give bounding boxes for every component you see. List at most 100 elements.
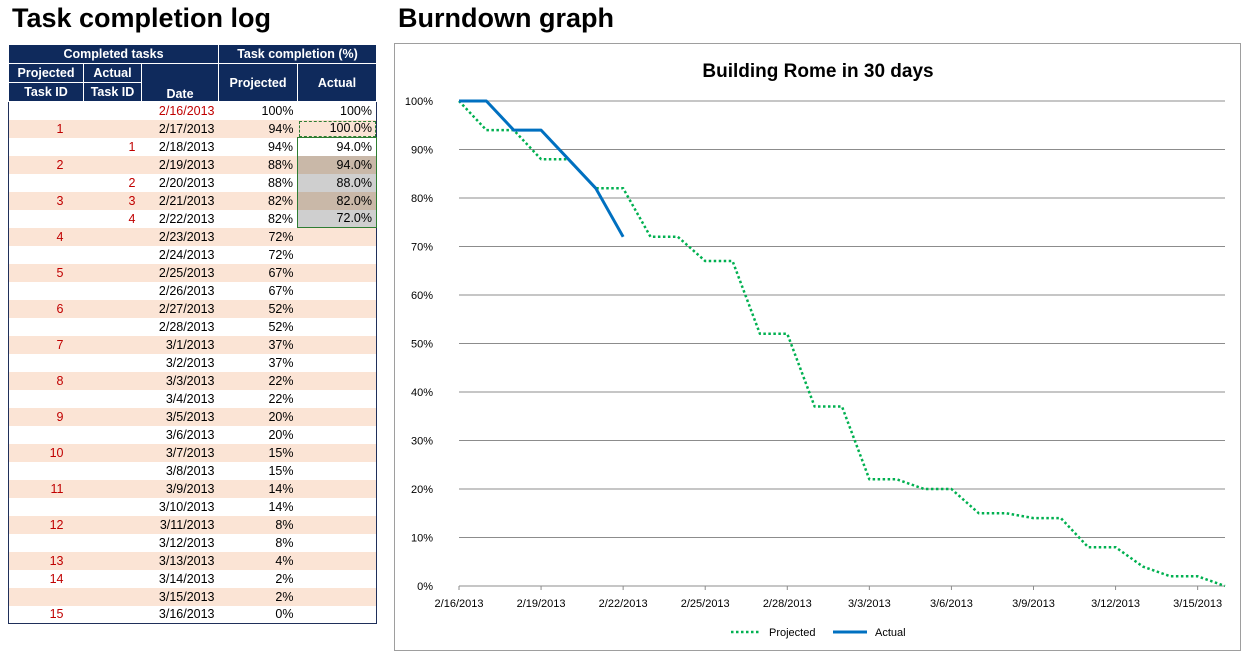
cell-actual-pct[interactable]: 88.0% bbox=[297, 173, 377, 192]
cell-actual-task-id[interactable] bbox=[84, 318, 142, 336]
cell-date[interactable]: 3/2/2013 bbox=[165, 355, 215, 370]
cell-projected-task-id[interactable] bbox=[9, 426, 84, 444]
cell-actual-task-id[interactable] bbox=[84, 282, 142, 300]
cell-actual-pct[interactable]: 82.0% bbox=[297, 191, 377, 210]
cell-actual-pct[interactable] bbox=[297, 371, 377, 390]
burndown-chart[interactable]: Building Rome in 30 days 0% 10% 20% 30% 40% 50… bbox=[394, 43, 1241, 651]
cell-actual-task-id[interactable] bbox=[83, 443, 142, 462]
cell-projected-task-id[interactable]: 5 bbox=[8, 263, 84, 282]
cell-actual-pct[interactable] bbox=[297, 335, 377, 354]
cell-projected-pct[interactable]: 8% bbox=[218, 515, 298, 534]
cell-projected-task-id[interactable]: 9 bbox=[8, 407, 84, 426]
cell-date[interactable]: 3/5/2013 bbox=[141, 407, 219, 426]
cell-actual-pct[interactable] bbox=[298, 390, 377, 408]
cell-projected-pct[interactable]: 14% bbox=[268, 499, 294, 514]
cell-actual-task-id[interactable] bbox=[83, 551, 142, 570]
cell-projected-pct[interactable]: 94% bbox=[218, 119, 298, 138]
cell-date[interactable]: 2/21/2013 bbox=[141, 191, 219, 210]
cell-date[interactable]: 2/26/2013 bbox=[158, 283, 215, 298]
header-projected-pct[interactable]: Projected bbox=[218, 63, 298, 102]
cell-date[interactable]: 2/22/2013 bbox=[158, 211, 215, 226]
cell-projected-pct[interactable]: 2% bbox=[218, 587, 298, 606]
cell-actual-pct[interactable]: 100% bbox=[340, 103, 372, 118]
cell-projected-task-id[interactable]: 15 bbox=[49, 607, 64, 622]
cell-projected-pct[interactable]: 4% bbox=[218, 551, 298, 570]
cell-projected-task-id[interactable]: 11 bbox=[8, 479, 84, 498]
cell-projected-pct[interactable]: 67% bbox=[268, 283, 294, 298]
cell-projected-pct[interactable]: 22% bbox=[218, 371, 298, 390]
cell-actual-pct[interactable] bbox=[297, 587, 377, 606]
cell-date[interactable]: 3/6/2013 bbox=[165, 427, 215, 442]
cell-date[interactable]: 2/25/2013 bbox=[141, 263, 219, 282]
cell-projected-pct[interactable]: 2% bbox=[275, 571, 294, 586]
cell-projected-pct[interactable]: 72% bbox=[268, 247, 294, 262]
cell-actual-pct[interactable] bbox=[298, 318, 377, 336]
cell-projected-task-id[interactable]: 1 bbox=[8, 119, 84, 138]
cell-actual-task-id[interactable] bbox=[83, 479, 142, 498]
cell-actual-pct[interactable] bbox=[297, 443, 377, 462]
cell-projected-pct[interactable]: 37% bbox=[218, 335, 298, 354]
cell-actual-pct[interactable]: 72.0% bbox=[297, 209, 377, 228]
cell-actual-pct[interactable] bbox=[297, 263, 377, 282]
cell-date[interactable]: 3/4/2013 bbox=[165, 391, 215, 406]
cell-date[interactable]: 3/16/2013 bbox=[158, 607, 215, 622]
cell-projected-pct[interactable]: 8% bbox=[275, 535, 294, 550]
cell-actual-task-id[interactable] bbox=[83, 587, 142, 606]
cell-projected-task-id[interactable] bbox=[9, 210, 84, 228]
header-completed-tasks[interactable]: Completed tasks bbox=[8, 44, 219, 64]
cell-projected-pct[interactable]: 82% bbox=[218, 191, 298, 210]
cell-date[interactable]: 3/8/2013 bbox=[165, 463, 215, 478]
cell-actual-task-id[interactable]: 4 bbox=[128, 211, 136, 226]
cell-date[interactable]: 3/1/2013 bbox=[141, 335, 219, 354]
cell-actual-task-id[interactable]: 3 bbox=[83, 191, 142, 210]
cell-date[interactable]: 2/16/2013 bbox=[158, 103, 215, 118]
header-task-completion[interactable]: Task completion (%) bbox=[218, 44, 377, 64]
cell-projected-pct[interactable]: 20% bbox=[218, 407, 298, 426]
cell-actual-task-id[interactable] bbox=[83, 407, 142, 426]
cell-actual-task-id[interactable] bbox=[84, 246, 142, 264]
cell-projected-task-id[interactable]: 13 bbox=[8, 551, 84, 570]
cell-actual-pct[interactable] bbox=[297, 227, 377, 246]
cell-actual-pct[interactable] bbox=[298, 426, 377, 444]
cell-projected-task-id[interactable]: 3 bbox=[8, 191, 84, 210]
cell-projected-pct[interactable]: 20% bbox=[268, 427, 294, 442]
cell-actual-task-id[interactable]: 2 bbox=[128, 175, 136, 190]
cell-projected-task-id[interactable]: 4 bbox=[8, 227, 84, 246]
cell-projected-task-id[interactable]: 6 bbox=[8, 299, 84, 318]
cell-date[interactable]: 3/11/2013 bbox=[141, 515, 219, 534]
cell-projected-pct[interactable]: 94% bbox=[267, 139, 293, 154]
cell-actual-pct[interactable] bbox=[297, 515, 377, 534]
cell-actual-task-id[interactable] bbox=[83, 335, 142, 354]
cell-date[interactable]: 2/23/2013 bbox=[141, 227, 219, 246]
cell-date[interactable]: 2/28/2013 bbox=[158, 319, 215, 334]
header-projected-id-1[interactable]: Projected bbox=[8, 63, 84, 83]
cell-projected-task-id[interactable] bbox=[8, 587, 84, 606]
cell-date[interactable]: 2/17/2013 bbox=[141, 119, 219, 138]
cell-projected-pct[interactable]: 14% bbox=[218, 479, 298, 498]
cell-projected-pct[interactable]: 52% bbox=[218, 299, 298, 318]
header-actual-id-2[interactable]: Task ID bbox=[83, 82, 142, 102]
cell-actual-task-id[interactable] bbox=[84, 570, 142, 588]
cell-projected-task-id[interactable] bbox=[9, 318, 84, 336]
cell-actual-pct[interactable] bbox=[297, 407, 377, 426]
cell-projected-task-id[interactable] bbox=[9, 246, 84, 264]
cell-date[interactable]: 3/12/2013 bbox=[158, 535, 215, 550]
cell-projected-task-id[interactable] bbox=[9, 354, 84, 372]
cell-actual-pct[interactable] bbox=[298, 282, 377, 300]
cell-projected-task-id[interactable] bbox=[9, 462, 84, 480]
cell-date[interactable]: 2/24/2013 bbox=[158, 247, 215, 262]
cell-projected-task-id[interactable] bbox=[9, 390, 84, 408]
cell-date[interactable]: 3/9/2013 bbox=[141, 479, 219, 498]
cell-projected-task-id[interactable]: 14 bbox=[49, 571, 64, 586]
cell-actual-pct[interactable] bbox=[298, 246, 377, 264]
cell-date[interactable]: 2/20/2013 bbox=[158, 175, 215, 190]
header-actual-id-1[interactable]: Actual bbox=[83, 63, 142, 83]
cell-projected-pct[interactable]: 15% bbox=[218, 443, 298, 462]
cell-actual-task-id[interactable] bbox=[84, 390, 142, 408]
cell-date[interactable]: 2/27/2013 bbox=[141, 299, 219, 318]
cell-projected-pct[interactable]: 88% bbox=[218, 155, 298, 174]
cell-actual-task-id[interactable] bbox=[83, 227, 142, 246]
cell-projected-task-id[interactable]: 12 bbox=[8, 515, 84, 534]
cell-date[interactable]: 3/10/2013 bbox=[158, 499, 215, 514]
cell-projected-task-id[interactable] bbox=[9, 498, 84, 516]
